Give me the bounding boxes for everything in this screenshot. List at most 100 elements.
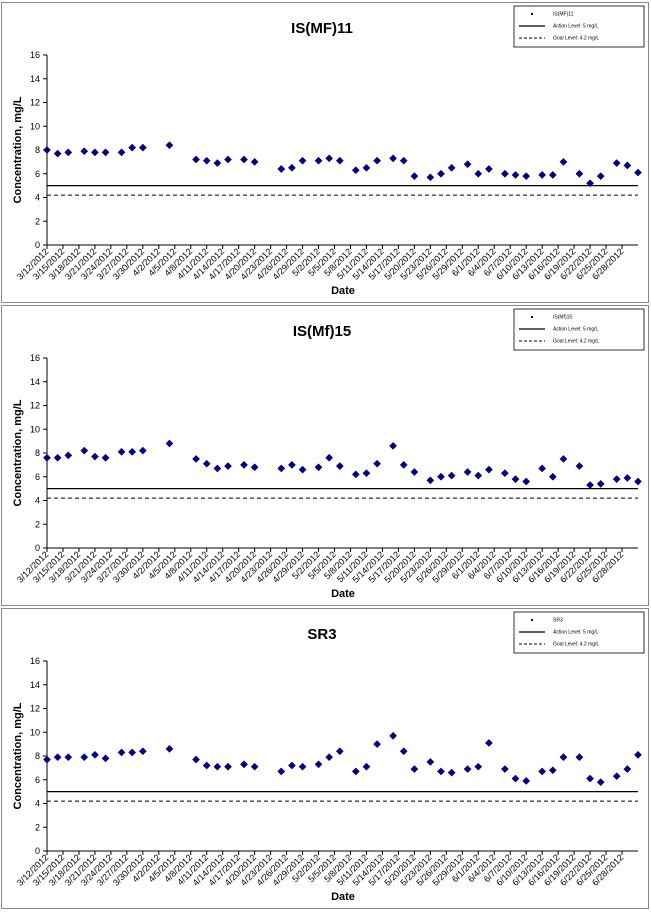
data-point [213,464,222,473]
data-point [351,767,360,776]
y-tick-label: 10 [30,121,40,131]
y-axis-label: Concentration, mg/L [12,399,24,506]
data-point [437,767,445,776]
data-point [634,750,642,759]
data-point [43,146,51,154]
data-point [612,772,621,781]
y-tick-label: 10 [30,727,40,737]
data-point [362,163,371,172]
data-point [426,173,435,182]
data-point [314,156,323,165]
data-point [202,459,211,468]
y-tick-label: 16 [30,656,40,666]
data-point [287,163,296,172]
data-point [192,454,201,463]
y-tick-label: 8 [35,751,40,761]
data-point [474,762,483,771]
data-point [64,753,73,762]
data-point [389,154,398,163]
data-point [213,159,222,168]
data-point [213,762,222,771]
data-point [90,750,99,759]
data-point [426,757,435,766]
y-tick-label: 0 [35,846,40,856]
data-point [373,740,382,749]
legend-label: Action Level: 5 mg/L [553,327,599,333]
data-point [548,170,557,179]
data-point [64,451,73,460]
y-tick-label: 8 [35,145,40,155]
data-point [138,446,147,455]
data-point [165,141,174,150]
y-tick-label: 0 [35,240,40,250]
data-point [586,481,595,490]
y-tick-label: 4 [35,193,40,203]
data-point [202,156,211,165]
data-point [117,447,126,456]
legend-label: Goal Level: 4.2 mg/L [553,642,599,648]
data-point [101,148,110,157]
data-point [250,762,259,771]
chart-svg: IS(MF)11 IS(MF)11 Action Level: 5 mg/L Goal… [12,5,645,297]
data-point [240,760,248,769]
data-point [596,479,605,488]
data-point [437,472,445,481]
data-point [192,155,201,164]
data-point [351,470,360,479]
chart-legend: IS(Mf)15 Action Level: 5 mg/L Goal Level: … [513,308,645,351]
data-point [224,462,232,471]
data-point [298,465,307,474]
data-point [53,149,62,158]
data-point [399,460,408,469]
chart-legend: SR3 Action Level: 5 mg/L Goal Level: 4.2 m… [513,611,645,654]
data-point [277,165,286,173]
y-tick-label: 14 [30,680,40,690]
data-point [373,156,382,165]
legend-marker [531,13,533,15]
y-tick-label: 6 [35,472,40,482]
data-point [559,753,568,762]
legend-label: Goal Level: 4.2 mg/L [553,339,599,345]
data-point [586,774,595,783]
data-point [474,169,483,178]
chart-svg: SR3 SR3 Action Level: 5 mg/L Goal Level: 4.… [12,611,645,903]
data-point [522,776,531,785]
data-point [298,156,307,165]
y-tick-label: 4 [35,799,40,809]
y-tick-label: 8 [35,448,40,458]
data-point [623,765,632,774]
data-point [314,463,323,472]
data-point [463,160,472,169]
data-point [410,765,419,774]
data-point [117,148,126,157]
data-point [623,161,632,170]
data-point [165,439,174,448]
data-point [277,767,286,776]
chart-legend: IS(MF)11 Action Level: 5 mg/L Goal Level: … [513,5,645,48]
data-point [362,469,371,478]
data-point [250,463,259,472]
data-point [538,170,547,179]
data-point [287,761,296,770]
data-point [128,748,137,757]
data-point [484,738,493,747]
chart-title: SR3 [307,626,336,643]
data-point [548,766,557,775]
legend-label: IS(Mf)15 [553,315,572,321]
data-point [90,148,99,157]
data-point [399,747,408,756]
data-point [389,441,398,450]
data-point [277,464,286,473]
data-point [426,476,435,485]
data-point [447,471,456,480]
y-tick-label: 16 [30,50,40,60]
data-point [389,731,398,740]
data-point [138,143,147,152]
chart-panel: SR3 SR3 Action Level: 5 mg/L Goal Level: 4.… [1,608,649,909]
data-point [117,748,126,757]
data-point [500,765,509,774]
y-tick-label: 16 [30,353,40,363]
data-point [64,148,73,157]
data-point [634,477,642,486]
data-point [511,774,520,783]
